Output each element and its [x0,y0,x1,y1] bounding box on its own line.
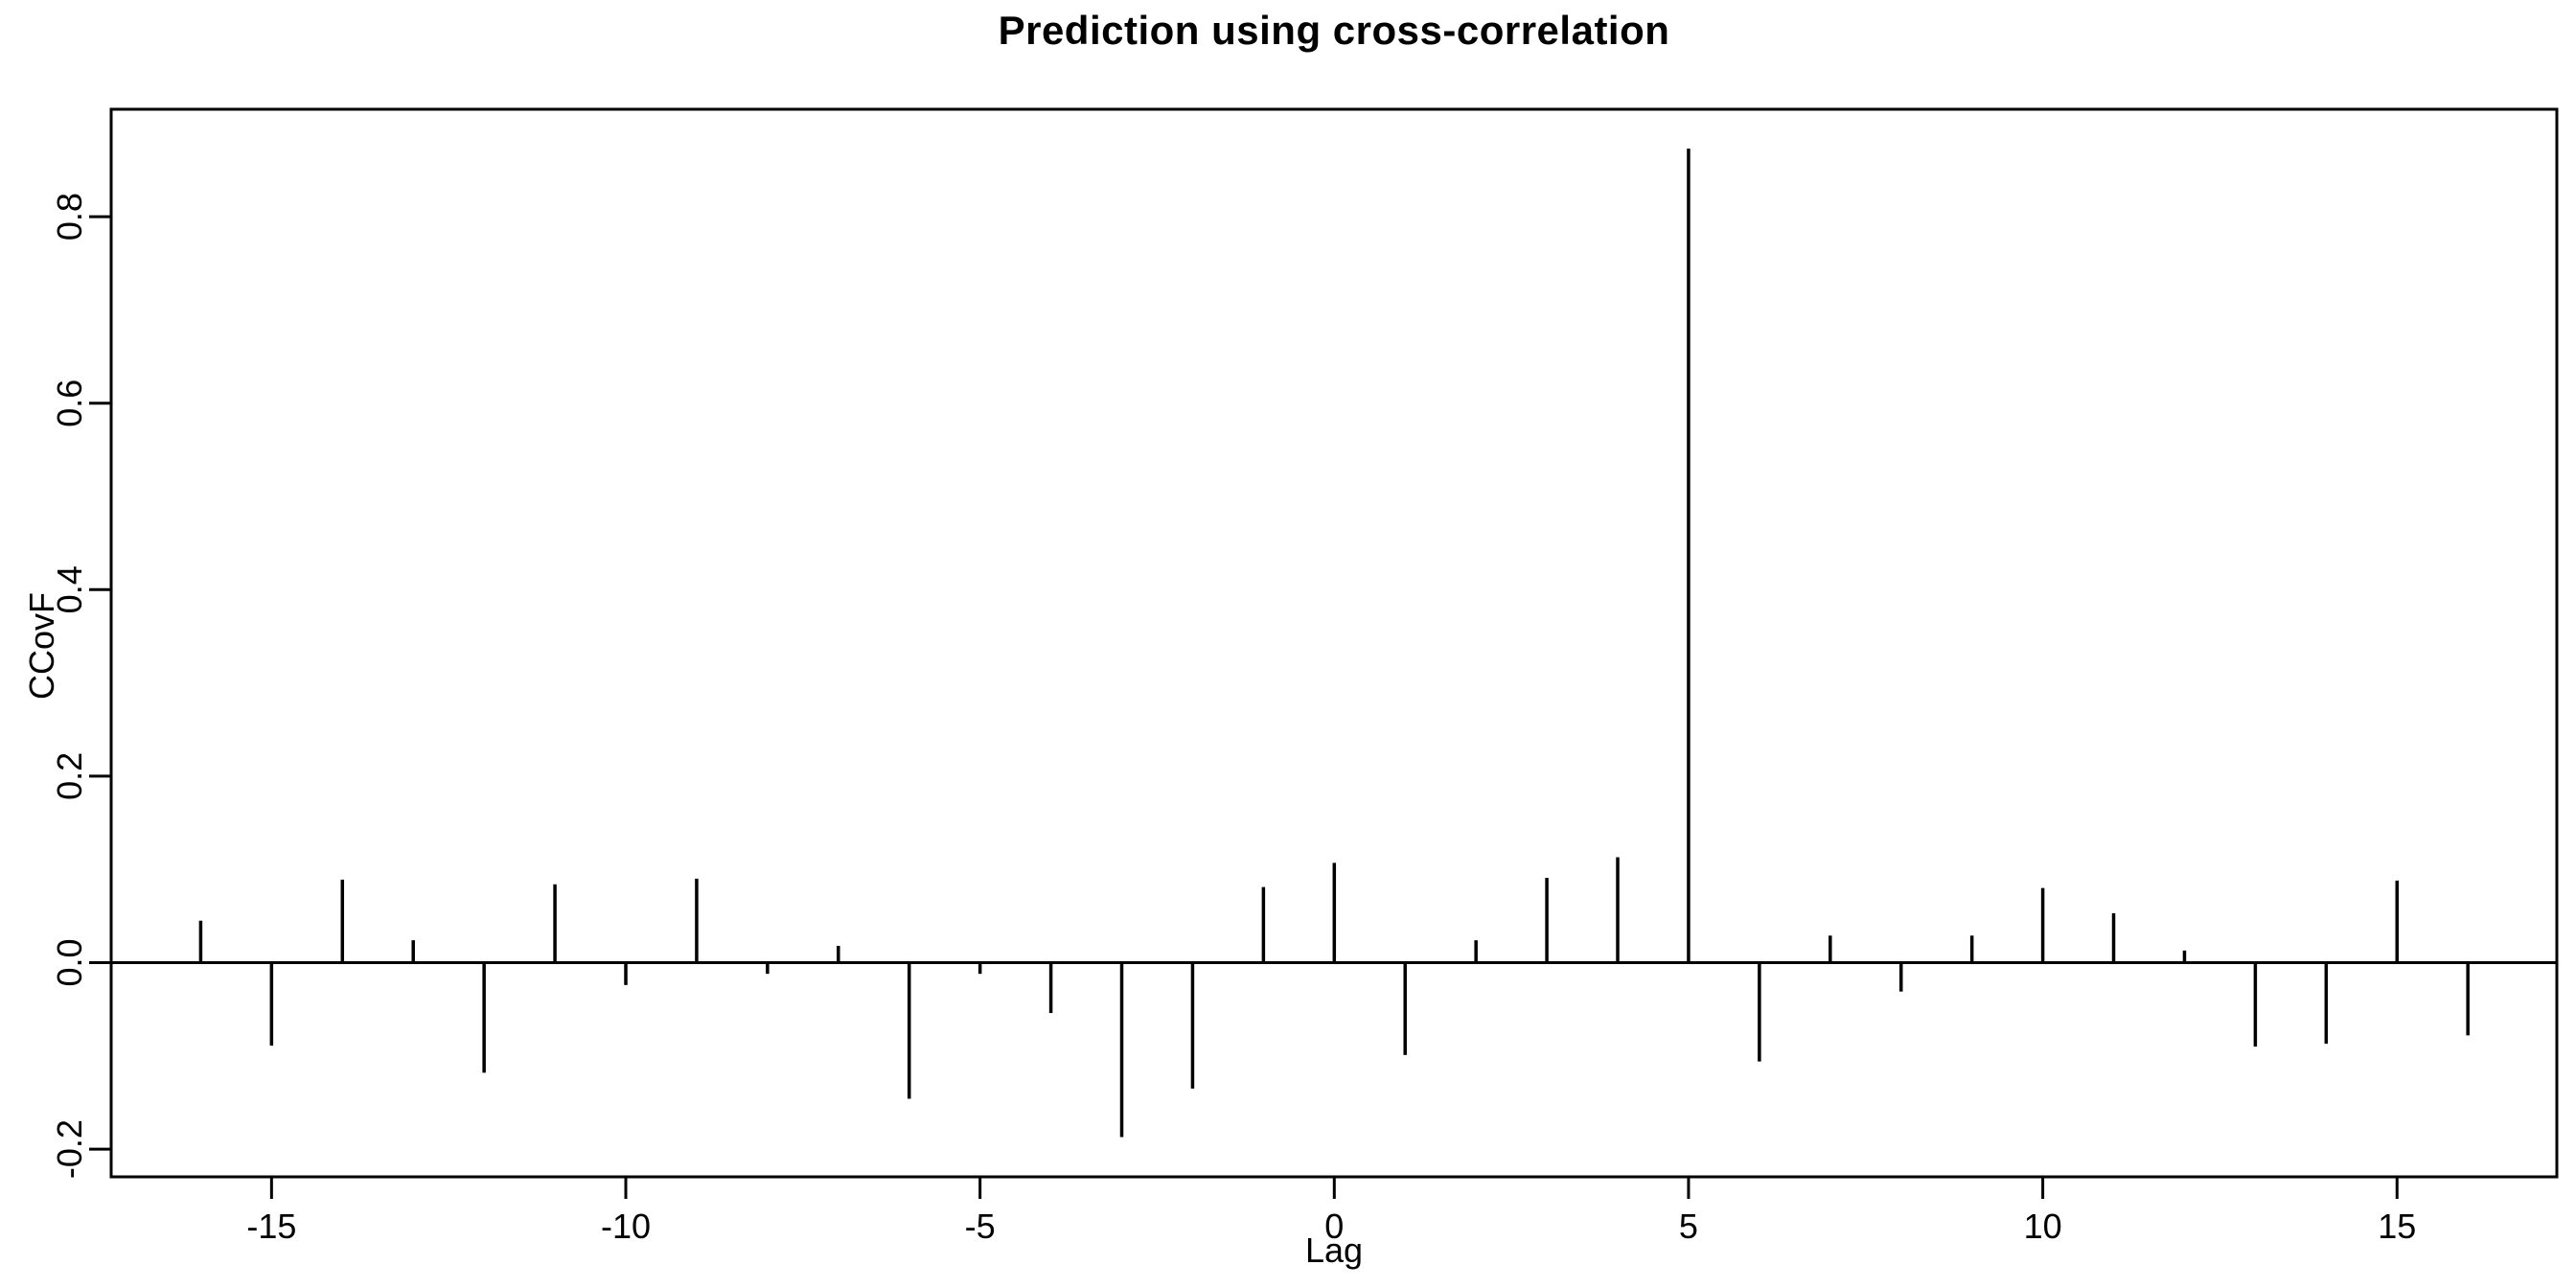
x-tick-label: -5 [965,1207,996,1246]
y-tick-label: 0.4 [50,565,89,613]
x-axis-title: Lag [1304,1230,1364,1270]
x-tick-label: 10 [2024,1207,2062,1246]
y-tick-label: 0.2 [50,752,89,800]
y-axis-title: CCovF [22,592,61,701]
x-tick-label: 15 [2378,1207,2416,1246]
x-tick-label: -15 [246,1207,296,1246]
x-tick-label: -10 [601,1207,651,1246]
y-tick-label: 0.8 [50,193,89,241]
y-tick-label: 0.6 [50,380,89,427]
y-tick-label: 0.0 [50,938,89,986]
plot-border [109,107,2559,1179]
x-tick-label: 0 [1324,1207,1344,1246]
x-tick-label: 5 [1679,1207,1698,1246]
chart-title: Prediction using cross-correlation [998,8,1670,53]
y-tick-label: -0.2 [50,1119,89,1179]
